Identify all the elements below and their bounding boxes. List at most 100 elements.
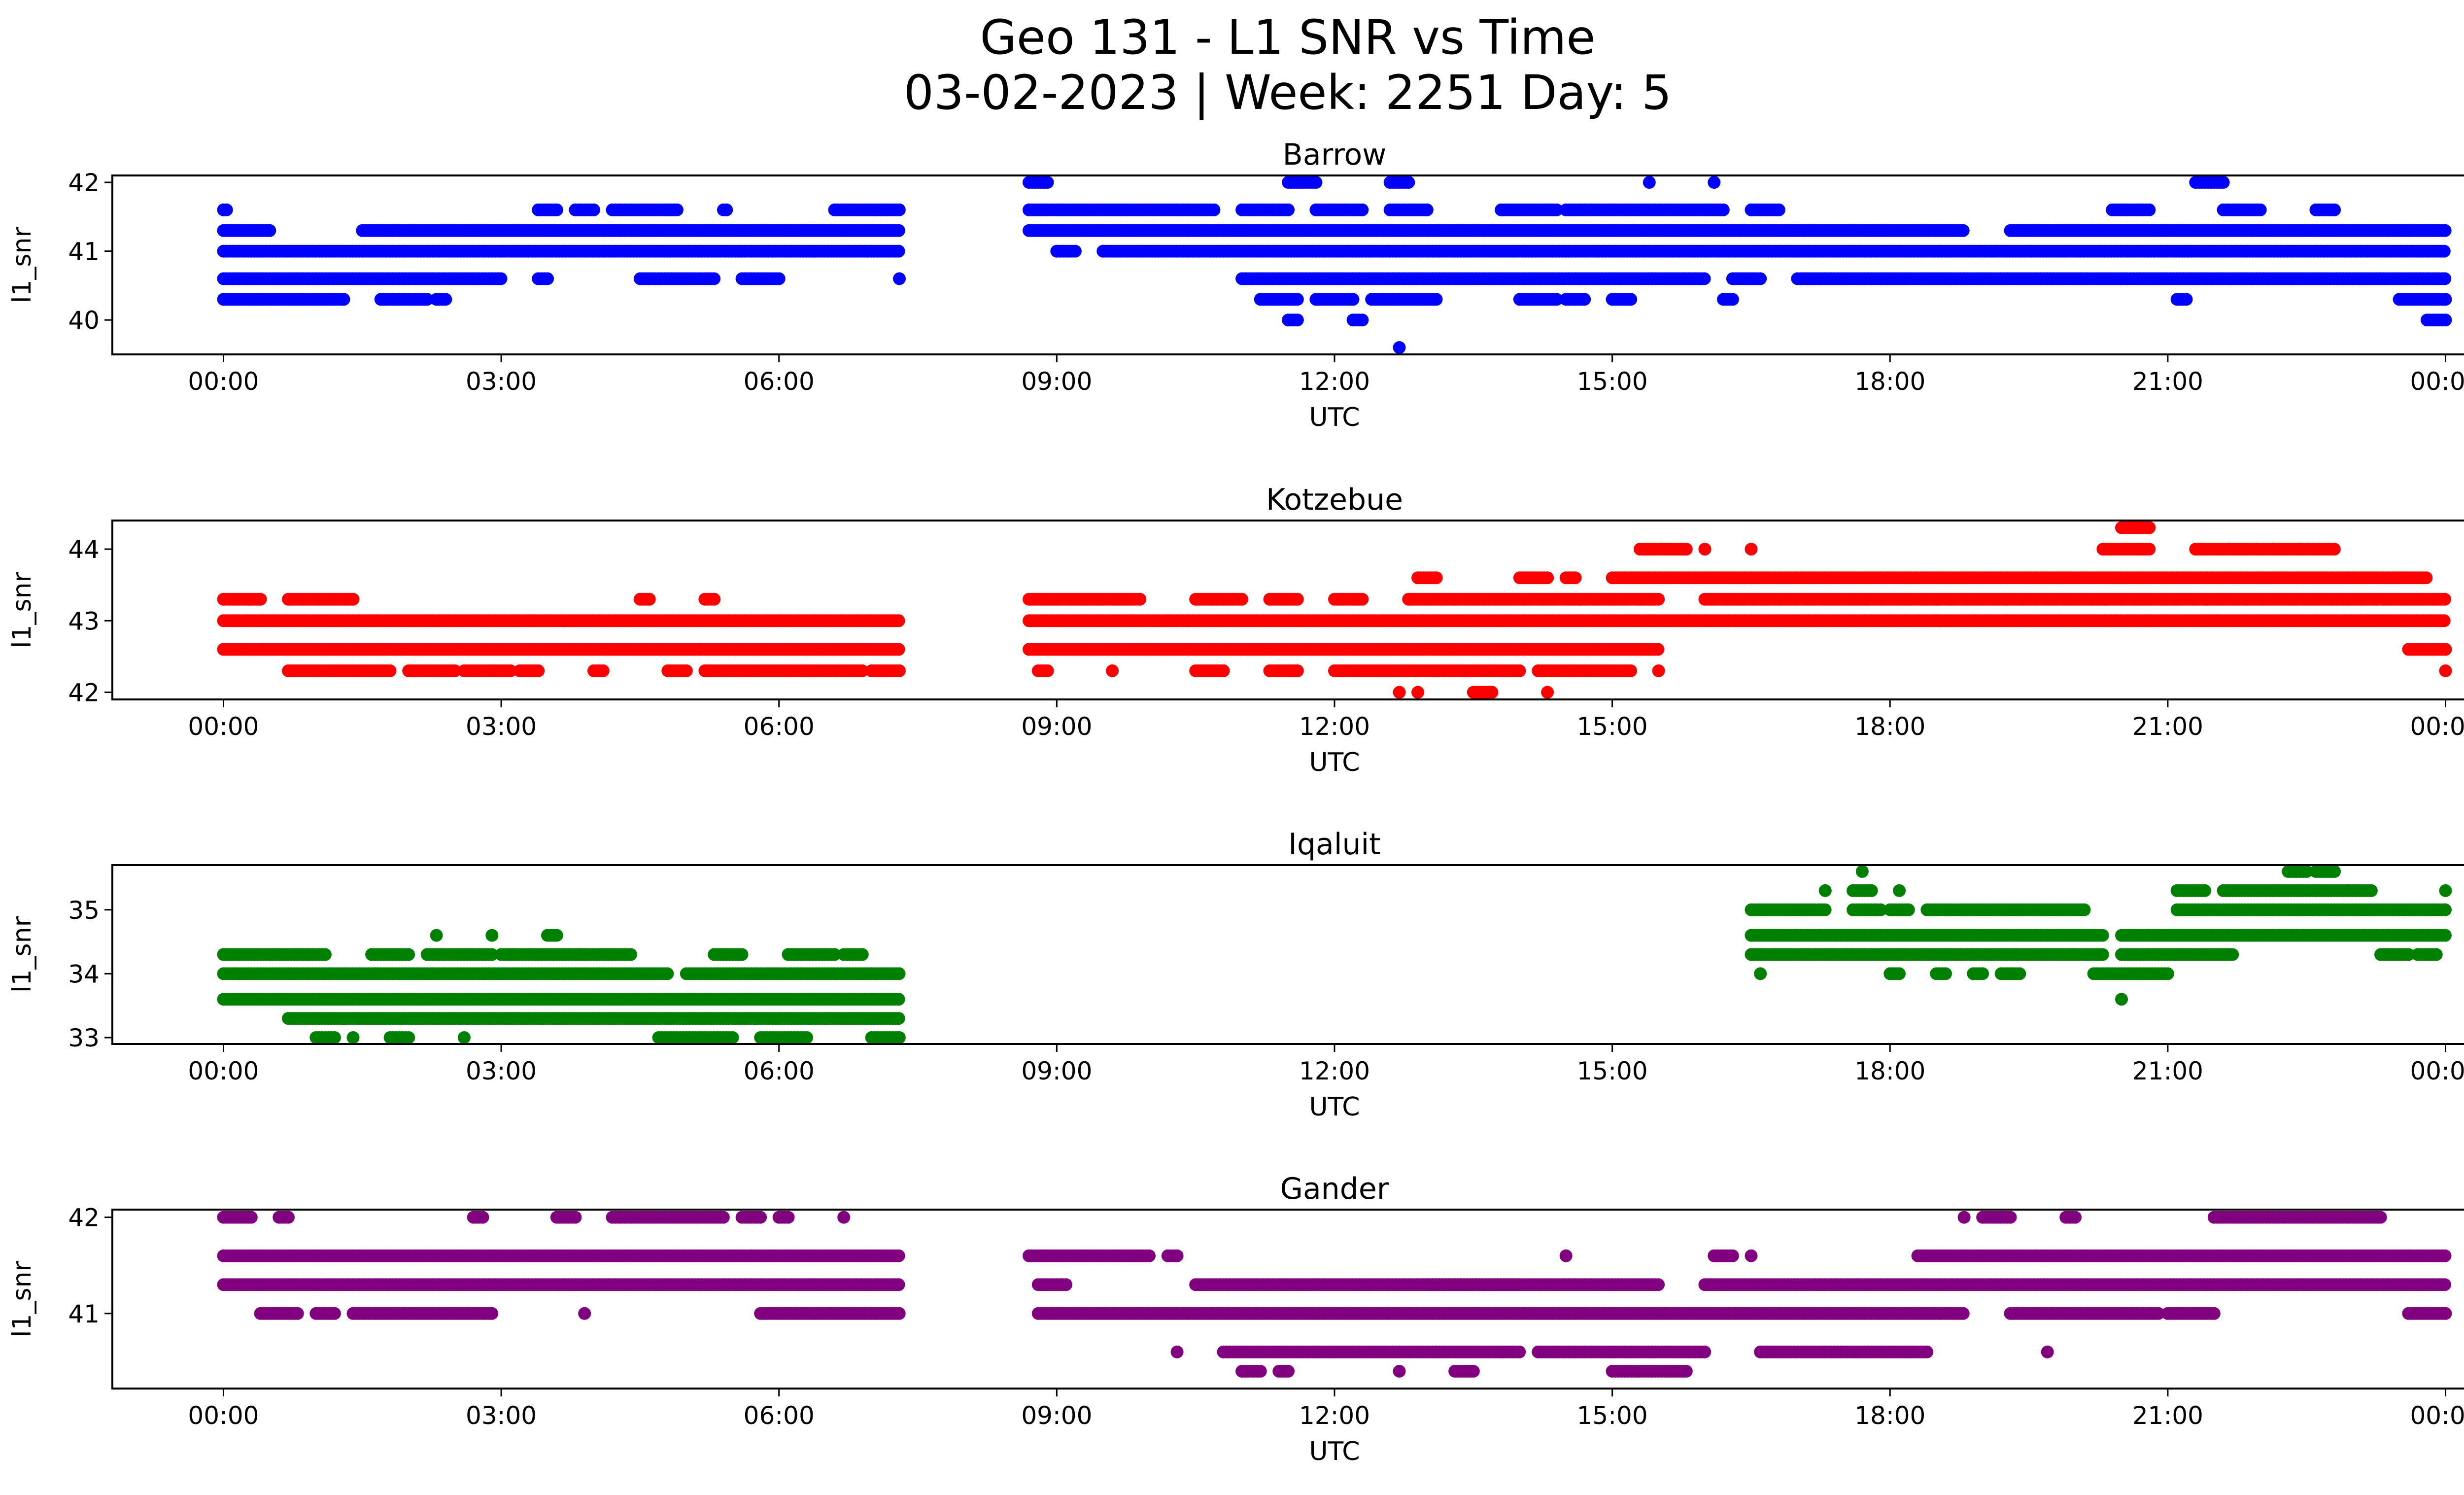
data-point [1291, 592, 1304, 606]
data-point [1754, 272, 1767, 285]
data-point [1550, 203, 1563, 216]
data-point [1541, 571, 1554, 585]
data-point [1624, 664, 1637, 677]
data-point [1513, 664, 1526, 677]
x-tick-label: 09:00 [1021, 712, 1092, 741]
x-tick-label: 12:00 [1299, 367, 1370, 396]
data-point [2328, 203, 2341, 216]
x-tick-label: 21:00 [2132, 712, 2203, 741]
data-point [1550, 293, 1563, 306]
data-point [1291, 293, 1304, 306]
data-point [708, 592, 721, 606]
x-tick-label: 12:00 [1299, 712, 1370, 741]
data-point [1207, 203, 1221, 216]
x-tick-label: 18:00 [1854, 367, 1925, 396]
data-point [550, 203, 563, 216]
data-point [1393, 686, 1406, 699]
data-point [2143, 543, 2156, 556]
subplot-title: Kotzebue [1266, 483, 1403, 517]
subplot-title: Barrow [1283, 138, 1387, 172]
data-point [1679, 543, 1693, 556]
x-tick-label: 03:00 [466, 712, 537, 741]
data-point [596, 664, 610, 677]
data-point [1624, 293, 1638, 306]
data-point [532, 664, 545, 677]
data-point [2439, 293, 2452, 306]
data-point [1356, 592, 1369, 606]
data-point [1346, 293, 1360, 306]
data-point [1698, 543, 1711, 556]
y-axis-label: l1_snr [7, 226, 37, 303]
data-point [1291, 313, 1304, 327]
x-tick-label: 00:00 [188, 367, 259, 396]
data-point [2096, 948, 2109, 961]
data-point [1420, 203, 1434, 216]
data-point [1068, 244, 1082, 258]
data-point [346, 592, 360, 606]
data-point [892, 224, 905, 237]
data-point [1309, 176, 1323, 189]
data-point [1411, 686, 1425, 699]
data-point [1041, 176, 1054, 189]
data-point [2254, 203, 2267, 216]
x-tick-label: 06:00 [744, 712, 815, 741]
y-tick-label: 40 [68, 306, 100, 335]
data-point [1393, 341, 1406, 354]
data-point [1569, 571, 1582, 585]
data-point [383, 664, 397, 677]
x-tick-label: 09:00 [1021, 367, 1092, 396]
data-point [1726, 293, 1739, 306]
y-tick-label: 41 [68, 238, 100, 266]
data-point [892, 244, 905, 258]
x-tick-label: 00:00 [2410, 367, 2464, 396]
data-point [2430, 948, 2443, 961]
data-point [708, 272, 721, 285]
data-point [2143, 203, 2156, 216]
data-point [318, 948, 332, 961]
x-tick-label: 03:00 [466, 367, 537, 396]
data-point [720, 203, 733, 216]
y-tick-label: 42 [68, 678, 100, 707]
data-point [893, 272, 906, 285]
axes-frame [111, 174, 2464, 355]
x-tick-label: 15:00 [1577, 712, 1648, 741]
data-series [217, 176, 2452, 354]
subplot-title: Iqaluit [1288, 827, 1380, 862]
y-tick-label: 44 [68, 535, 100, 564]
data-series [217, 865, 2452, 1044]
data-point [541, 272, 554, 285]
data-point [402, 948, 415, 961]
x-tick-label: 00:00 [2410, 712, 2464, 741]
data-point [2438, 592, 2451, 606]
x-axis-label: UTC [1309, 403, 1360, 432]
data-point [1235, 592, 1248, 606]
data-point [1716, 203, 1730, 216]
data-point [1356, 313, 1369, 327]
y-tick-label: 43 [68, 607, 100, 635]
data-point [1651, 643, 1665, 656]
data-point [337, 293, 350, 306]
data-point [1282, 203, 1295, 216]
data-point [1643, 176, 1656, 189]
data-point [892, 614, 905, 627]
data-point [1956, 224, 1970, 237]
data-point [2439, 643, 2452, 656]
data-point [735, 948, 749, 961]
data-point [1578, 293, 1591, 306]
data-point [263, 224, 276, 237]
data-point [2437, 244, 2451, 258]
data-point [2143, 521, 2156, 534]
x-tick-label: 06:00 [744, 367, 815, 396]
data-point [892, 643, 905, 656]
data-point [624, 948, 637, 961]
figure-subtitle: 03-02-2023 | Week: 2251 Day: 5 [903, 65, 1672, 120]
data-point [680, 664, 693, 677]
x-tick-label: 00:00 [188, 712, 259, 741]
data-point [2438, 272, 2452, 285]
data-point [2439, 313, 2452, 327]
x-tick-label: 15:00 [1577, 367, 1648, 396]
data-point [1430, 571, 1443, 585]
data-point [1291, 664, 1304, 677]
data-point [856, 948, 869, 961]
